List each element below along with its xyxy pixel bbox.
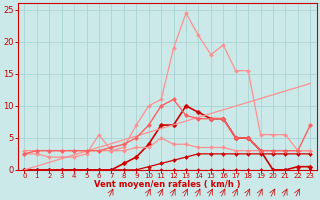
X-axis label: Vent moyen/en rafales ( km/h ): Vent moyen/en rafales ( km/h ) (94, 180, 241, 189)
